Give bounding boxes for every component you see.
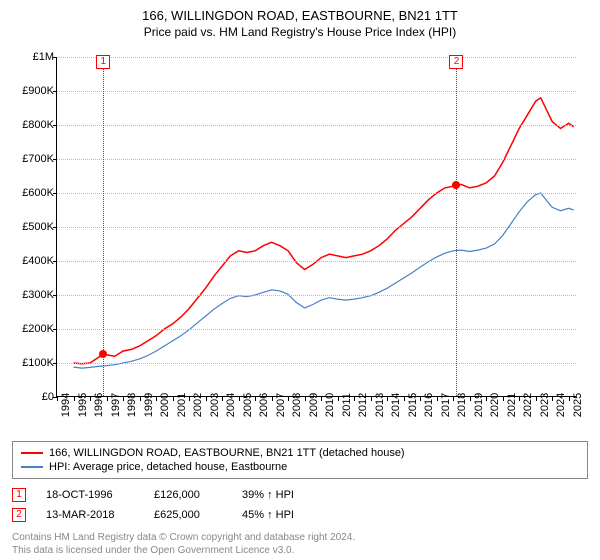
transactions-table: 1 18-OCT-1996 £126,000 39% ↑ HPI 2 13-MAR-201… <box>12 485 588 525</box>
x-axis-label: 2023 <box>539 393 551 417</box>
x-axis-label: 2015 <box>407 393 419 417</box>
x-axis-label: 2004 <box>225 393 237 417</box>
footer: Contains HM Land Registry data © Crown c… <box>12 531 588 557</box>
x-axis-label: 2003 <box>209 393 221 417</box>
legend-swatch <box>21 452 43 454</box>
x-axis-label: 2021 <box>506 393 518 417</box>
transaction-row: 1 18-OCT-1996 £126,000 39% ↑ HPI <box>12 485 588 505</box>
x-axis-label: 2009 <box>308 393 320 417</box>
x-axis-label: 2013 <box>374 393 386 417</box>
x-axis-label: 2025 <box>572 393 584 417</box>
transaction-hpi: 45% ↑ HPI <box>242 509 342 521</box>
transaction-date: 13-MAR-2018 <box>46 509 146 521</box>
transaction-price: £126,000 <box>154 489 234 501</box>
transaction-row: 2 13-MAR-2018 £625,000 45% ↑ HPI <box>12 505 588 525</box>
x-axis-label: 2006 <box>258 393 270 417</box>
x-axis-label: 2016 <box>423 393 435 417</box>
x-axis-label: 2012 <box>357 393 369 417</box>
y-axis-label: £600K <box>14 187 54 199</box>
x-axis-label: 2019 <box>473 393 485 417</box>
x-axis-label: 2014 <box>390 393 402 417</box>
series-line <box>74 98 574 364</box>
series-line <box>74 193 574 368</box>
x-axis-label: 2005 <box>242 393 254 417</box>
footer-line-1: Contains HM Land Registry data © Crown c… <box>12 531 588 544</box>
y-axis-label: £200K <box>14 323 54 335</box>
y-axis-label: £500K <box>14 221 54 233</box>
page-title: 166, WILLINGDON ROAD, EASTBOURNE, BN21 1… <box>12 8 588 23</box>
subtitle: Price paid vs. HM Land Registry's House … <box>12 25 588 39</box>
transaction-dot <box>452 181 460 189</box>
transaction-vline <box>456 57 457 396</box>
x-axis-label: 1999 <box>143 393 155 417</box>
y-axis-label: £700K <box>14 153 54 165</box>
y-axis-label: £800K <box>14 119 54 131</box>
transaction-price: £625,000 <box>154 509 234 521</box>
x-axis-label: 2007 <box>275 393 287 417</box>
x-axis-label: 1997 <box>110 393 122 417</box>
legend-item: HPI: Average price, detached house, East… <box>21 460 579 474</box>
x-axis-label: 2024 <box>555 393 567 417</box>
x-axis-label: 1998 <box>126 393 138 417</box>
transaction-dot <box>99 350 107 358</box>
transaction-marker: 1 <box>96 55 110 69</box>
x-axis-label: 2018 <box>456 393 468 417</box>
x-axis-label: 2011 <box>341 393 353 417</box>
y-axis-label: £900K <box>14 85 54 97</box>
legend-label: HPI: Average price, detached house, East… <box>49 461 287 473</box>
x-axis-label: 2020 <box>489 393 501 417</box>
x-axis-label: 1994 <box>60 393 72 417</box>
legend: 166, WILLINGDON ROAD, EASTBOURNE, BN21 1… <box>12 441 588 479</box>
chart: 1 2 £0 £100K £200K £300K £400K £500K £600K £700K… <box>12 47 588 437</box>
transaction-marker: 2 <box>449 55 463 69</box>
y-axis-label: £100K <box>14 357 54 369</box>
transaction-hpi: 39% ↑ HPI <box>242 489 342 501</box>
x-axis-label: 2022 <box>522 393 534 417</box>
x-axis-label: 2017 <box>440 393 452 417</box>
x-axis-label: 2010 <box>324 393 336 417</box>
legend-item: 166, WILLINGDON ROAD, EASTBOURNE, BN21 1… <box>21 446 579 460</box>
legend-label: 166, WILLINGDON ROAD, EASTBOURNE, BN21 1… <box>49 447 405 459</box>
x-axis-label: 2000 <box>159 393 171 417</box>
legend-swatch <box>21 466 43 468</box>
x-axis-label: 1996 <box>93 393 105 417</box>
y-axis-label: £0 <box>14 391 54 403</box>
footer-line-2: This data is licensed under the Open Gov… <box>12 544 588 557</box>
transaction-row-marker: 2 <box>12 508 26 522</box>
transaction-date: 18-OCT-1996 <box>46 489 146 501</box>
y-axis-label: £1M <box>14 51 54 63</box>
transaction-vline <box>103 57 104 396</box>
transaction-row-marker: 1 <box>12 488 26 502</box>
x-axis-label: 2001 <box>176 393 188 417</box>
x-axis-label: 2008 <box>291 393 303 417</box>
y-axis-label: £300K <box>14 289 54 301</box>
x-axis-label: 2002 <box>192 393 204 417</box>
y-axis-label: £400K <box>14 255 54 267</box>
x-axis-label: 1995 <box>77 393 89 417</box>
